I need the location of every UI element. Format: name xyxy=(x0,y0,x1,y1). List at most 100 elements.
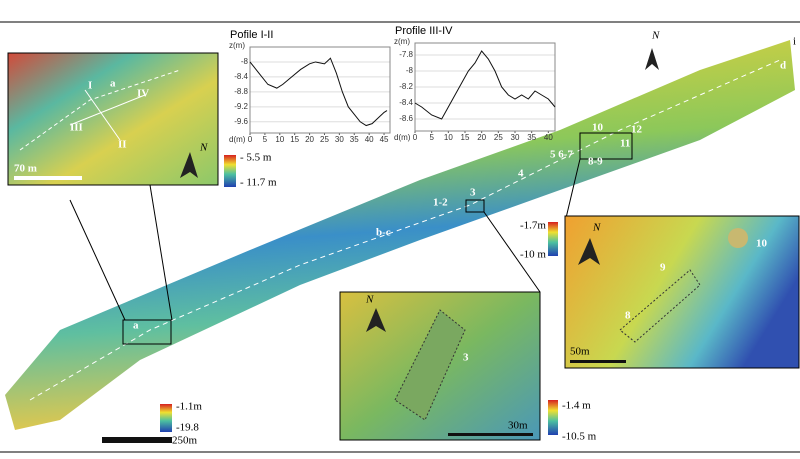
colorbar xyxy=(160,404,172,432)
colorbar xyxy=(548,400,558,435)
x-tick-label: 0 xyxy=(248,135,253,144)
x-tick-label: 10 xyxy=(275,135,284,144)
x-tick-label: 20 xyxy=(305,135,314,144)
y-tick-label: -8.4 xyxy=(399,98,413,107)
scale-bar xyxy=(14,176,82,180)
bathymetry xyxy=(5,40,795,430)
legend-max: -1.1m xyxy=(176,401,202,413)
north-arrow xyxy=(180,152,198,178)
x-tick-label: 25 xyxy=(320,135,329,144)
inset-label: II xyxy=(118,139,127,151)
y-tick-label: -9.2 xyxy=(234,102,248,111)
x-tick-label: 35 xyxy=(350,135,359,144)
colorbar xyxy=(224,155,236,187)
x-tick-label: 25 xyxy=(494,133,503,142)
legend-max: -1.7m xyxy=(520,220,546,232)
x-axis-label: d(m) xyxy=(394,133,411,142)
colorbar xyxy=(548,222,558,256)
y-tick-label: -8.6 xyxy=(399,114,413,123)
north-arrow xyxy=(645,48,659,70)
legend-min: - 11.7 m xyxy=(240,177,277,189)
profiles: Pofile I-IIz(m)d(m)-8-8.4-8.8-9.2-9.60 5 1… xyxy=(229,25,556,144)
site-label: i xyxy=(793,36,796,48)
inset-label: a xyxy=(110,78,116,90)
y-tick-label: -8.8 xyxy=(234,87,248,96)
scale-bar xyxy=(448,433,533,436)
scale-bar xyxy=(102,437,172,443)
site-label: 5 6-7 xyxy=(550,149,573,161)
leader xyxy=(149,184,173,321)
inset-label: 8 xyxy=(625,310,631,322)
site-label: 8-9 xyxy=(588,156,603,168)
x-tick-label: 10 xyxy=(444,133,453,142)
x-tick-label: 45 xyxy=(380,135,389,144)
inset-a xyxy=(7,52,219,186)
y-axis-label: z(m) xyxy=(229,41,245,50)
y-tick-label: -8 xyxy=(241,57,249,66)
x-tick-label: 15 xyxy=(290,135,299,144)
x-tick-label: 15 xyxy=(461,133,470,142)
leader xyxy=(565,158,581,219)
x-tick-label: 0 xyxy=(413,133,418,142)
site-label: d xyxy=(780,60,786,72)
inset-10 xyxy=(564,215,800,369)
north-label: N xyxy=(592,222,601,234)
profile-line xyxy=(84,89,121,141)
scale-bar xyxy=(570,360,626,363)
plot-frame xyxy=(249,46,391,134)
north-label: N xyxy=(199,142,208,154)
y-tick-label: -7.8 xyxy=(399,50,413,59)
inset-label: I xyxy=(88,80,92,92)
box-3 xyxy=(465,199,485,213)
y-tick-label: -8.4 xyxy=(234,72,248,81)
site-label: a xyxy=(133,320,139,332)
inset-label: 3 xyxy=(463,352,469,364)
x-tick-label: 20 xyxy=(477,133,486,142)
y-tick-label: -9.6 xyxy=(234,117,248,126)
profile-line xyxy=(69,94,146,126)
track xyxy=(29,59,781,401)
x-tick-label: 5 xyxy=(263,135,268,144)
profile-title: Profile III-IV xyxy=(395,25,453,37)
north-arrow xyxy=(578,238,600,265)
profile-title: Pofile I-II xyxy=(230,29,273,41)
site-label: 11 xyxy=(620,138,630,150)
site-label: 3 xyxy=(470,187,476,199)
wreck xyxy=(619,269,701,343)
scale-label: 70 m xyxy=(14,163,37,175)
y-tick-label: -8 xyxy=(406,66,414,75)
scale-label: 30m xyxy=(508,420,528,432)
north-label: N xyxy=(365,294,374,306)
box-10 xyxy=(579,132,633,160)
site-label: 12 xyxy=(631,124,643,136)
legend-min: -10 m xyxy=(520,249,546,261)
inset-label: 9 xyxy=(660,262,666,274)
y-axis-label: z(m) xyxy=(394,37,410,46)
legend-min: -10.5 m xyxy=(562,431,597,443)
x-tick-label: 30 xyxy=(511,133,520,142)
wreck xyxy=(394,309,466,421)
legend-max: - 5.5 m xyxy=(240,152,272,164)
scale-label: 50m xyxy=(570,346,590,358)
inset-label: III xyxy=(70,122,83,134)
x-tick-label: 35 xyxy=(527,133,536,142)
plot-frame xyxy=(414,42,556,132)
legend-max: -1.4 m xyxy=(562,400,591,412)
wreck xyxy=(728,228,748,248)
leader xyxy=(483,211,541,293)
x-tick-label: 40 xyxy=(544,133,553,142)
site-label: 4 xyxy=(518,168,524,180)
x-axis-label: d(m) xyxy=(229,135,246,144)
north-label: N xyxy=(651,30,660,42)
box-a xyxy=(122,319,172,345)
scale-label: 250m xyxy=(172,435,198,447)
x-tick-label: 30 xyxy=(335,135,344,144)
inset-label: 10 xyxy=(756,238,768,250)
profile-line xyxy=(414,50,556,120)
x-tick-label: 40 xyxy=(365,135,374,144)
inset-label: IV xyxy=(137,88,149,100)
leader xyxy=(69,199,126,321)
site-label: 1-2 xyxy=(433,197,448,209)
